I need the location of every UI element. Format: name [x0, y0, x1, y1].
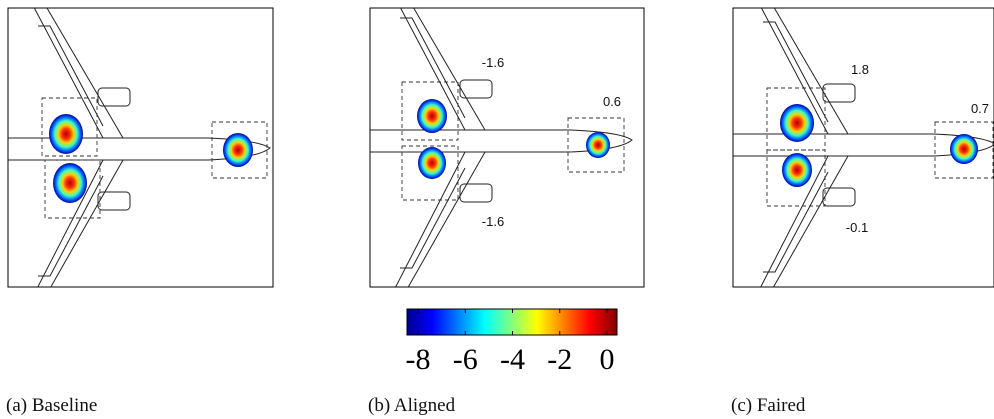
colorbar: -8 -6 -4 -2 0	[406, 308, 618, 376]
annotation: -0.1	[846, 220, 868, 235]
panel-a: (a) Baseline	[6, 7, 274, 416]
annotation: 1.8	[851, 62, 869, 77]
panel-b: -1.6 0.6 -1.6 (b) Aligned	[368, 7, 645, 416]
annotation: -1.6	[482, 214, 504, 229]
caption: (c) Faired	[731, 395, 806, 416]
caption: (b) Aligned	[368, 395, 456, 416]
tick-label: -6	[453, 343, 478, 376]
tick-label: -8	[406, 343, 431, 376]
tick-label: -2	[547, 343, 572, 376]
tick-label: -4	[500, 343, 525, 376]
tick-label: 0	[600, 343, 615, 376]
panel-c: 1.8 0.7 -0.1 (c) Faired	[731, 7, 994, 416]
annotation: 0.7	[971, 101, 989, 116]
annotation: 0.6	[603, 94, 621, 109]
annotation: -1.6	[482, 55, 504, 70]
caption: (a) Baseline	[6, 395, 97, 416]
